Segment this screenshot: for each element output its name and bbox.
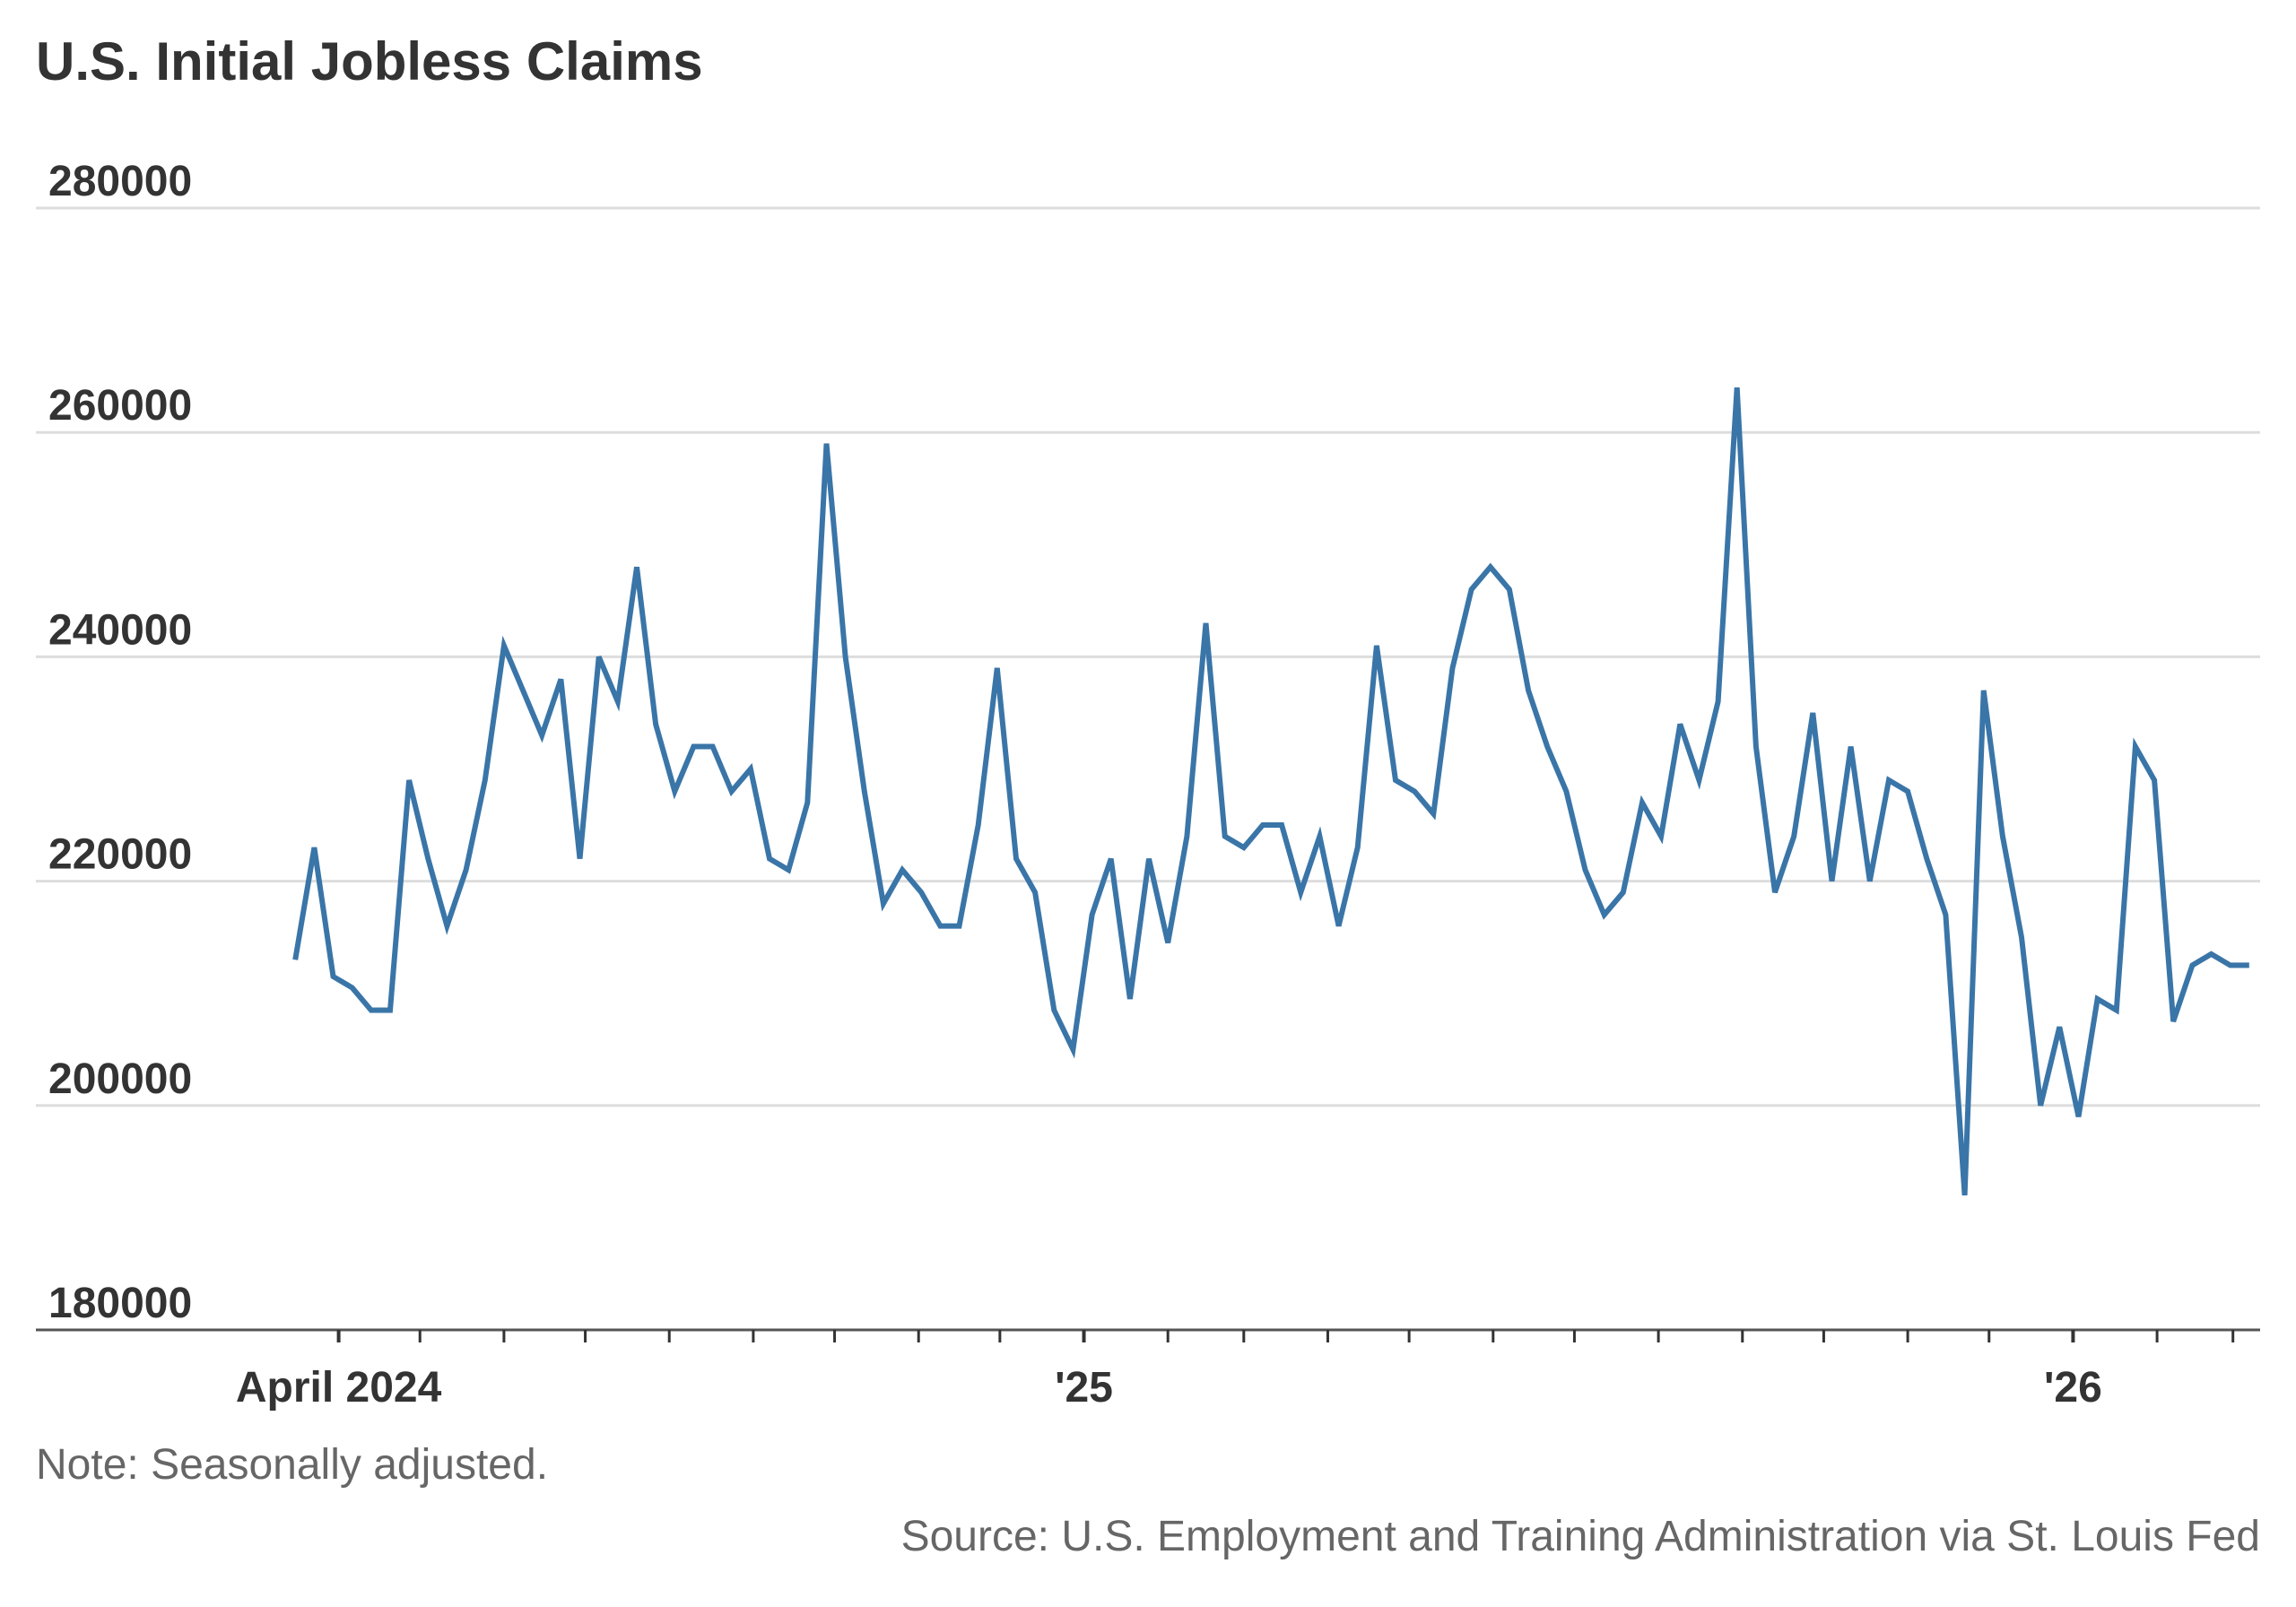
- y-tick-label: 240000: [48, 606, 192, 654]
- chart-title: U.S. Initial Jobless Claims: [36, 31, 703, 91]
- series-layer: [292, 387, 2249, 1196]
- x-tick-label: '26: [2044, 1364, 2102, 1412]
- x-tick-label: April 2024: [236, 1364, 442, 1412]
- y-axis-labels: 180000 200000 220000 240000 260000 280000: [48, 158, 192, 1327]
- y-tick-label: 280000: [48, 158, 192, 205]
- gridlines: [36, 206, 2260, 1108]
- y-tick-label: 180000: [48, 1280, 192, 1327]
- x-tick-label: '25: [1055, 1364, 1113, 1412]
- chart-source: Source: U.S. Employment and Training Adm…: [900, 1513, 2260, 1560]
- y-tick-label: 260000: [48, 382, 192, 430]
- series-line: [292, 387, 2249, 1196]
- x-axis: April 2024 '25 '26: [36, 1328, 2260, 1412]
- y-tick-label: 220000: [48, 831, 192, 879]
- chart-note: Note: Seasonally adjusted.: [36, 1441, 549, 1489]
- y-tick-label: 200000: [48, 1055, 192, 1103]
